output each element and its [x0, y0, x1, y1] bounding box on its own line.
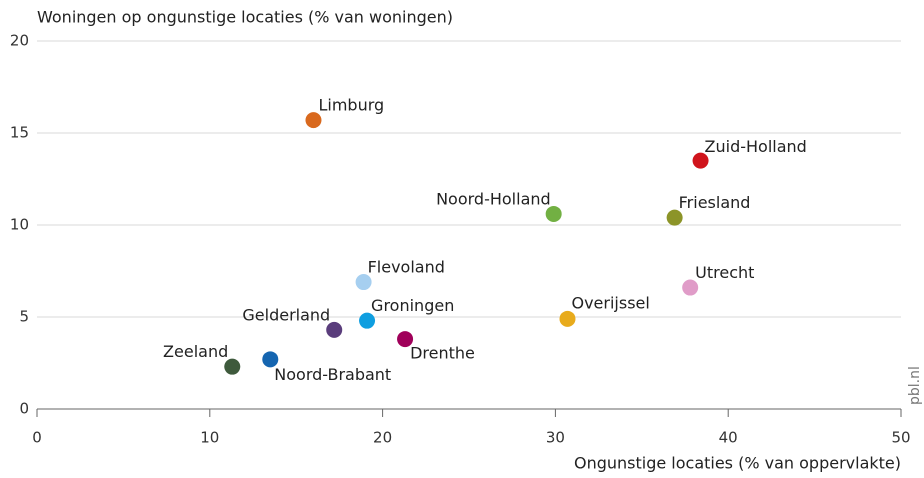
point-label: Noord-Holland	[436, 189, 551, 208]
point	[397, 331, 414, 348]
y-tick-label: 0	[19, 400, 29, 418]
x-tick-label: 10	[200, 429, 219, 447]
x-tick-label: 30	[546, 429, 565, 447]
point	[682, 279, 699, 296]
chart-title: Woningen op ongunstige locaties (% van w…	[37, 8, 453, 27]
y-tick-label: 5	[19, 308, 29, 326]
point-label: Limburg	[318, 96, 384, 115]
point	[305, 112, 322, 129]
x-axis-label: Ongunstige locaties (% van oppervlakte)	[574, 454, 901, 473]
x-tick-label: 50	[891, 429, 910, 447]
source: pbl.nl	[907, 366, 923, 405]
point-label: Groningen	[371, 296, 454, 315]
point	[355, 274, 372, 291]
point-label: Friesland	[679, 193, 751, 212]
point	[545, 205, 562, 222]
y-tick-label: 10	[10, 216, 29, 234]
point-label: Flevoland	[368, 258, 445, 277]
point-label: Utrecht	[695, 263, 754, 282]
point	[262, 351, 279, 368]
point-label: Zeeland	[163, 342, 228, 361]
point-label: Zuid-Holland	[705, 137, 807, 156]
y-tick-label: 15	[10, 124, 29, 142]
point-label: Gelderland	[242, 305, 330, 324]
point-label: Overijssel	[571, 293, 649, 312]
x-tick-label: 0	[32, 429, 42, 447]
point	[326, 321, 343, 338]
x-tick-label: 40	[719, 429, 738, 447]
point	[666, 209, 683, 226]
x-tick-label: 20	[373, 429, 392, 447]
y-tick-label: 20	[10, 32, 29, 50]
point	[359, 312, 376, 329]
point	[559, 310, 576, 327]
point	[692, 152, 709, 169]
point-label: Drenthe	[410, 344, 475, 363]
point	[224, 358, 241, 375]
point-label: Noord-Brabant	[274, 365, 391, 384]
